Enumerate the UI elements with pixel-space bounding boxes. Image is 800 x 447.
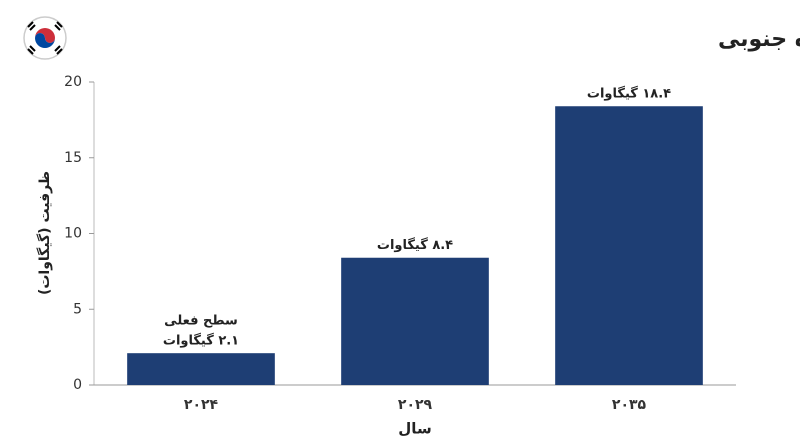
bar	[127, 353, 275, 385]
value-label: ۲.۱ گیگاوات	[163, 333, 239, 349]
y-tick-label: 10	[64, 226, 82, 242]
flag-icon	[23, 16, 67, 60]
x-axis-label: سال	[398, 420, 431, 438]
x-tick-label: ۲۰۳۵	[612, 397, 647, 413]
x-tick-label: ۲۰۲۴	[184, 397, 219, 413]
value-label: ۸.۴ گیگاوات	[377, 237, 453, 253]
y-axis-label: ظرفیت (گیگاوات)	[36, 171, 53, 295]
annotation: سطح فعلی	[164, 314, 238, 329]
x-tick-label: ۲۰۲۹	[398, 397, 433, 413]
y-tick-label: 15	[64, 150, 82, 166]
y-tick-label: 0	[73, 377, 82, 393]
value-label: ۱۸.۴ گیگاوات	[587, 86, 671, 102]
y-tick-label: 20	[64, 74, 82, 90]
bar	[341, 257, 489, 385]
y-tick-label: 5	[73, 301, 82, 317]
bar	[555, 106, 703, 386]
chart-title: رشد پیش‌بینی‌شده ظرفیت برق مراکز داده هو…	[718, 27, 800, 52]
